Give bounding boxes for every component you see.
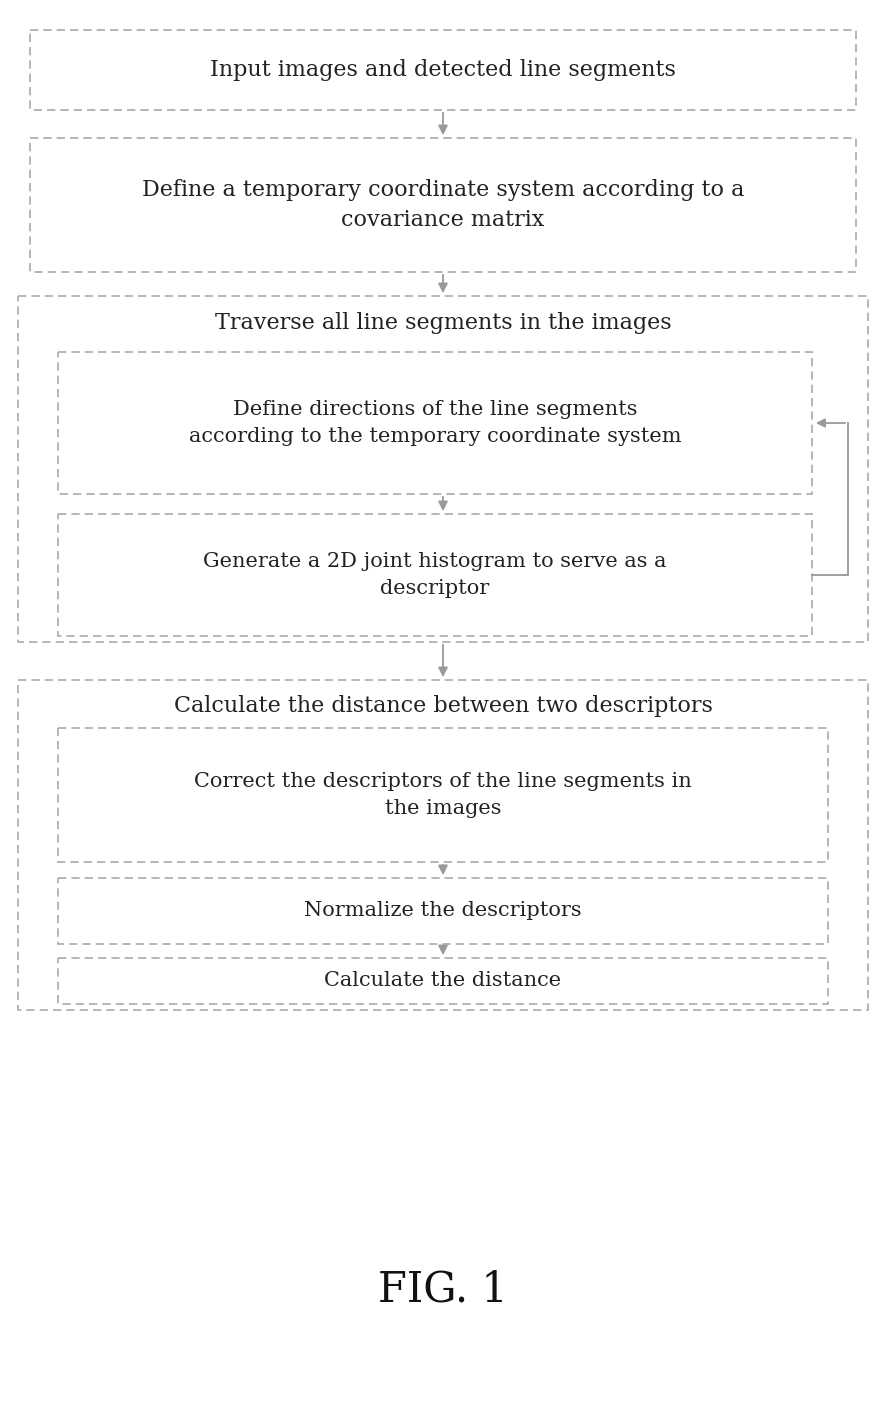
Bar xyxy=(18,296,868,642)
Bar xyxy=(58,957,828,1004)
Text: Define a temporary coordinate system according to a
covariance matrix: Define a temporary coordinate system acc… xyxy=(142,179,744,231)
Bar xyxy=(18,680,868,1010)
Text: Define directions of the line segments
according to the temporary coordinate sys: Define directions of the line segments a… xyxy=(189,400,681,446)
Text: Traverse all line segments in the images: Traverse all line segments in the images xyxy=(214,313,672,334)
Text: Normalize the descriptors: Normalize the descriptors xyxy=(304,901,582,921)
Bar xyxy=(58,514,812,636)
Bar xyxy=(30,30,856,110)
Bar xyxy=(58,352,812,494)
Text: Correct the descriptors of the line segments in
the images: Correct the descriptors of the line segm… xyxy=(194,772,692,818)
Bar xyxy=(58,879,828,943)
Text: Generate a 2D joint histogram to serve as a
descriptor: Generate a 2D joint histogram to serve a… xyxy=(203,552,667,598)
Bar xyxy=(58,728,828,862)
Text: Calculate the distance: Calculate the distance xyxy=(324,972,562,990)
Text: Input images and detected line segments: Input images and detected line segments xyxy=(210,59,676,82)
Text: Calculate the distance between two descriptors: Calculate the distance between two descr… xyxy=(174,696,712,717)
Text: FIG. 1: FIG. 1 xyxy=(378,1269,508,1311)
Bar xyxy=(30,138,856,272)
